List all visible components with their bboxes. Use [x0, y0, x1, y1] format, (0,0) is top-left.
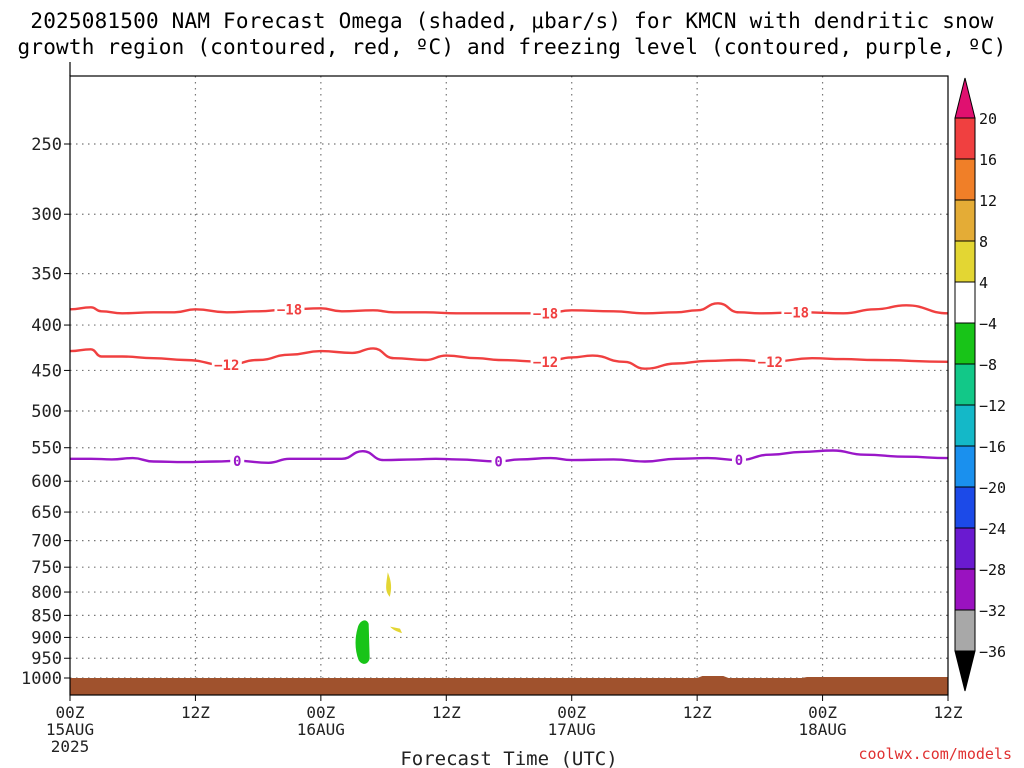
colorbar-tick-label: −12 — [979, 397, 1006, 415]
colorbar-swatch — [954, 199, 976, 242]
chart-title-line-1: 2025081500 NAM Forecast Omega (shaded, μ… — [30, 9, 994, 33]
colorbar-tick-label: −20 — [979, 479, 1006, 497]
colorbar-top-arrow — [954, 77, 976, 119]
colorbar-tick-label: −36 — [979, 643, 1006, 661]
colorbar-swatch — [954, 363, 976, 406]
omega-shaded-area — [386, 572, 392, 597]
colorbar-tick-label: −24 — [979, 520, 1006, 538]
contour-label: −18 — [533, 306, 558, 322]
contour-label-bg — [755, 353, 786, 370]
colorbar-swatch — [954, 486, 976, 529]
colorbar-swatch — [954, 568, 976, 611]
x-tick-label: 00Z — [56, 703, 85, 722]
contour-label: −12 — [533, 355, 558, 371]
y-tick-label: 600 — [31, 472, 62, 492]
contour-label-bg — [530, 305, 561, 322]
colorbar-bottom-arrow — [954, 650, 976, 692]
y-tick-label: 500 — [31, 402, 62, 422]
y-tick-label: 650 — [31, 503, 62, 523]
y-tick-label: 350 — [31, 265, 62, 285]
colorbar-swatch — [954, 117, 976, 160]
contour-label: −12 — [758, 355, 783, 371]
x-tick-label: 12Z — [934, 703, 963, 722]
plot-frame — [69, 75, 949, 696]
contour-label: 0 — [494, 454, 502, 470]
contour-label-bg — [211, 357, 242, 374]
x-axis-title: Forecast Time (UTC) — [400, 748, 617, 768]
colorbar-tick-label: −28 — [979, 561, 1006, 579]
x-tick-date-label: 16AUG — [297, 720, 345, 739]
freezing-level-contour — [70, 449, 949, 464]
chart-title-line-2: growth region (contoured, red, ºC) and f… — [17, 35, 1007, 59]
contour-label-bg — [491, 453, 506, 470]
omega-shaded-area — [390, 626, 403, 634]
x-tick-label: 12Z — [181, 703, 210, 722]
contour-label: −12 — [214, 358, 239, 374]
y-tick-label: 750 — [31, 558, 62, 578]
contour-label-bg — [274, 301, 305, 318]
contour-label-bg — [781, 304, 812, 321]
y-tick-label: 900 — [31, 628, 62, 648]
colorbar-tick-label: −32 — [979, 602, 1006, 620]
x-tick-label: 00Z — [557, 703, 586, 722]
contour-label: 0 — [233, 454, 241, 470]
colorbar-swatch — [954, 322, 976, 365]
x-tick-label: 12Z — [432, 703, 461, 722]
x-tick-label: 12Z — [683, 703, 712, 722]
y-tick-label: 850 — [31, 606, 62, 626]
y-tick-label: 300 — [31, 205, 62, 225]
contour-label: −18 — [277, 302, 302, 318]
x-tick-date-label: 18AUG — [798, 720, 846, 739]
y-tick-label: 550 — [31, 439, 62, 459]
y-tick-label: 700 — [31, 532, 62, 552]
colorbar-swatch — [954, 404, 976, 447]
contour-label-bg — [230, 452, 245, 469]
colorbar-swatch — [954, 158, 976, 201]
plot-area — [70, 76, 948, 695]
y-tick-label: 450 — [31, 361, 62, 381]
y-tick-label: 250 — [31, 135, 62, 155]
credit-text: coolwx.com/models — [858, 745, 1012, 763]
colorbar: 20 16 12 8 4 −4 −8 −12 −16 −20 −24 −28 −32 −36 — [954, 77, 1006, 692]
colorbar-tick-label: 20 — [979, 110, 997, 128]
x-tick-label: 00Z — [306, 703, 335, 722]
y-tick-label: 800 — [31, 583, 62, 603]
colorbar-swatch — [954, 445, 976, 488]
colorbar-tick-label: −16 — [979, 438, 1006, 456]
y-tick-label: 950 — [31, 649, 62, 669]
colorbar-tick-label: 16 — [979, 151, 997, 169]
colorbar-swatch — [954, 609, 976, 652]
colorbar-swatch — [954, 527, 976, 570]
x-tick-year-label: 2025 — [51, 737, 90, 756]
contour-label-bg — [731, 452, 746, 469]
x-tick-label: 00Z — [808, 703, 837, 722]
dendritic-contour — [69, 302, 949, 315]
terrain-fill — [70, 676, 948, 695]
colorbar-tick-label: 12 — [979, 192, 997, 210]
omega-shaded-area — [355, 620, 370, 664]
colorbar-tick-label: 4 — [979, 274, 988, 292]
colorbar-swatch — [954, 240, 976, 283]
x-tick-date-label: 17AUG — [548, 720, 596, 739]
colorbar-tick-label: −8 — [979, 356, 997, 374]
contour-label: 0 — [735, 453, 743, 469]
y-tick-label: 1000 — [21, 669, 62, 689]
dendritic-contour — [69, 347, 949, 370]
y-tick-label: 400 — [31, 316, 62, 336]
contour-label-bg — [530, 353, 561, 370]
contour-label: −18 — [784, 305, 809, 321]
colorbar-swatch — [954, 281, 976, 324]
colorbar-tick-label: −4 — [979, 315, 997, 333]
x-tick-date-label: 15AUG — [46, 720, 94, 739]
colorbar-tick-label: 8 — [979, 233, 988, 251]
